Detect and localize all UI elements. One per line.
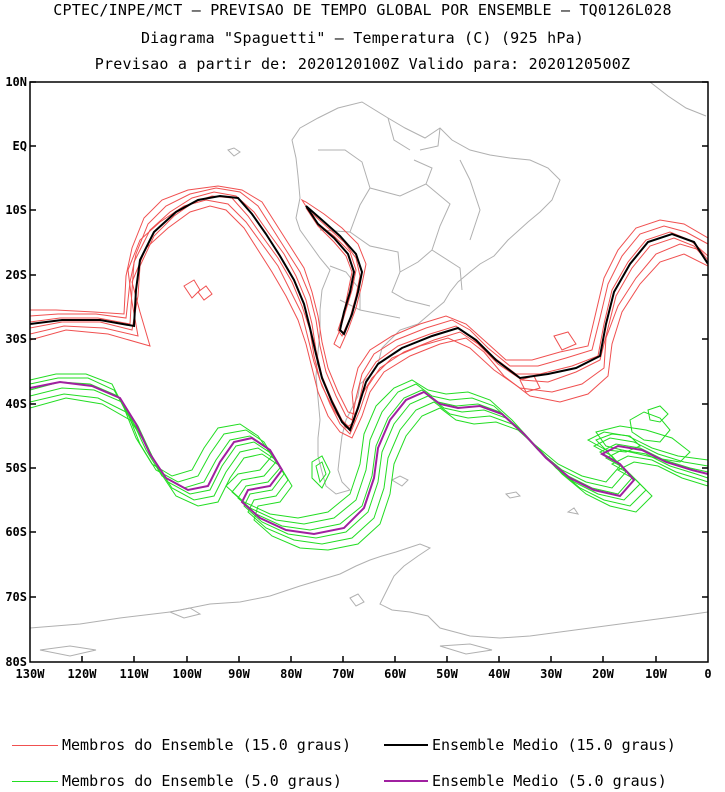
member-5-line — [30, 381, 708, 531]
lat-label-eq: EQ — [13, 139, 27, 153]
south-georgia-coast — [504, 491, 580, 515]
legend-swatch-mean-15 — [384, 744, 428, 746]
coastlines — [30, 82, 708, 657]
lat-labels: 10N EQ 10S 20S 30S 40S 50S 60S 70S 80S — [5, 75, 27, 669]
legend-label-mean-5: Ensemble Medio (5.0 graus) — [432, 772, 667, 790]
mean-15-andes — [305, 205, 364, 336]
legend-member-15: Membros do Ensemble (15.0 graus) — [12, 735, 351, 755]
mean-5-line — [30, 380, 708, 536]
lon-label-120w: 120W — [68, 667, 98, 681]
title-line-2: Diagrama "Spaguetti" — Temperatura (C) (… — [140, 29, 585, 47]
galapagos-coast — [227, 147, 241, 157]
member-5-small-contour — [315, 461, 327, 484]
member-5-line — [30, 393, 708, 545]
south-america-coast — [291, 101, 561, 495]
mean-15-line — [30, 194, 708, 432]
lon-label-110w: 110W — [120, 667, 150, 681]
mean-5deg — [30, 380, 708, 536]
country-borders — [318, 117, 481, 319]
member-15-line — [30, 191, 708, 429]
member-5-line — [30, 397, 708, 551]
members-5deg — [30, 373, 708, 551]
member-5-small-contour — [595, 425, 691, 463]
lon-label-50w: 50W — [436, 667, 458, 681]
member-5-line — [30, 387, 708, 539]
lat-axis — [30, 81, 708, 598]
falklands-coast — [390, 475, 409, 487]
lat-label-40s: 40S — [5, 397, 27, 411]
title-line-1: CPTEC/INPE/MCT — PREVISAO DE TEMPO GLOBA… — [53, 1, 672, 19]
mean-15deg — [30, 194, 708, 432]
member-5-line — [30, 373, 708, 519]
legend-mean-5: Ensemble Medio (5.0 graus) — [384, 771, 667, 791]
member-5-small-contour — [595, 433, 641, 453]
member-15-andes — [305, 207, 361, 338]
lon-label-0: 0 — [704, 667, 711, 681]
legend-member-5: Membros do Ensemble (5.0 graus) — [12, 771, 342, 791]
member-5-small-contour — [311, 455, 331, 489]
legend-mean-15: Ensemble Medio (15.0 graus) — [384, 735, 676, 755]
lon-label-100w: 100W — [173, 667, 203, 681]
spaghetti-map: 10N EQ 10S 20S 30S 40S 50S 60S 70S 80S 1… — [5, 75, 712, 681]
legend-swatch-member-15 — [12, 744, 58, 746]
lon-label-30w: 30W — [540, 667, 562, 681]
member-15-small-contour — [519, 331, 577, 393]
member-15-line — [30, 187, 708, 421]
lon-label-80w: 80W — [280, 667, 302, 681]
member-15-line — [30, 185, 708, 415]
member-15-small-contour — [183, 279, 213, 301]
lat-label-30s: 30S — [5, 332, 27, 346]
lon-label-60w: 60W — [384, 667, 406, 681]
antarctica-coast — [30, 543, 708, 639]
antarctica-islands — [39, 593, 493, 657]
member-5-small-contour — [629, 405, 671, 443]
lat-label-10n: 10N — [5, 75, 27, 89]
lat-label-50s: 50S — [5, 461, 27, 475]
lat-label-80s: 80S — [5, 655, 27, 669]
lon-label-130w: 130W — [16, 667, 46, 681]
lat-label-60s: 60S — [5, 525, 27, 539]
lon-label-90w: 90W — [228, 667, 250, 681]
legend-label-mean-15: Ensemble Medio (15.0 graus) — [432, 736, 676, 754]
member-5-line — [30, 377, 708, 525]
lon-label-20w: 20W — [592, 667, 614, 681]
legend-label-member-5: Membros do Ensemble (5.0 graus) — [62, 772, 342, 790]
lon-axis — [81, 656, 657, 662]
legend-label-member-15: Membros do Ensemble (15.0 graus) — [62, 736, 351, 754]
lon-label-70w: 70W — [332, 667, 354, 681]
lat-label-20s: 20S — [5, 268, 27, 282]
africa-west-coast — [649, 82, 707, 117]
title-line-3: Previsao a partir de: 2020120100Z Valido… — [94, 55, 631, 73]
plot-frame — [29, 81, 709, 663]
lon-label-40w: 40W — [488, 667, 510, 681]
member-15-line — [30, 195, 708, 435]
member-15-andes — [300, 198, 367, 349]
legend-swatch-member-5 — [12, 780, 58, 782]
legend-swatch-mean-5 — [384, 780, 428, 782]
lon-label-10w: 10W — [645, 667, 667, 681]
lat-label-10s: 10S — [5, 203, 27, 217]
member-15-line — [30, 205, 708, 439]
lon-labels: 130W 120W 110W 100W 90W 80W 70W 60W 50W … — [16, 667, 712, 681]
lat-label-70s: 70S — [5, 590, 27, 604]
